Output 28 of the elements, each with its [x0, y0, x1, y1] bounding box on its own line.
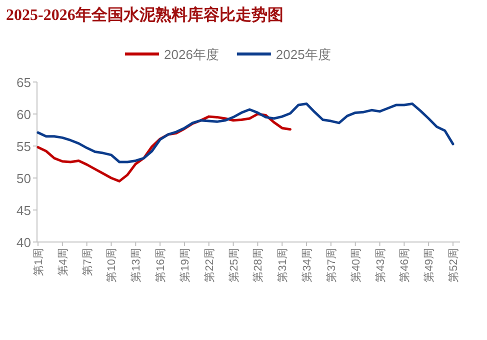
- y-tick-label: 45: [16, 203, 31, 218]
- x-tick-label: 第37周: [326, 248, 338, 282]
- x-tick-label: 第40周: [350, 248, 362, 282]
- x-tick-label: 第28周: [252, 248, 265, 282]
- x-tick-label: 第46周: [399, 248, 412, 282]
- x-tick-label: 第43周: [374, 248, 387, 282]
- x-tick-label: 第4周: [57, 248, 70, 276]
- y-tick-label: 60: [16, 107, 31, 122]
- y-tick-label: 65: [16, 75, 31, 90]
- x-tick-label: 第34周: [302, 248, 314, 282]
- x-tick-label: 第19周: [179, 248, 192, 282]
- x-tick-label: 第52周: [448, 248, 460, 282]
- x-tick-label: 第13周: [130, 248, 143, 282]
- chart-title: 2025-2026年全国水泥熟料库容比走势图: [6, 5, 284, 24]
- x-tick-label: 第7周: [82, 248, 94, 276]
- legend-label: 2026年度: [164, 47, 219, 62]
- legend-label: 2025年度: [276, 47, 331, 62]
- x-tick-label: 第31周: [277, 248, 290, 282]
- x-tick-label: 第22周: [204, 248, 216, 282]
- x-tick-label: 第1周: [33, 248, 45, 276]
- x-tick-label: 第10周: [106, 248, 118, 282]
- x-tick-label: 第16周: [155, 248, 168, 282]
- y-tick-label: 50: [16, 171, 31, 186]
- y-tick-label: 40: [16, 235, 31, 250]
- x-tick-label: 第49周: [424, 248, 436, 282]
- line-series: [36, 102, 454, 164]
- y-tick-label: 55: [16, 139, 31, 154]
- x-tick-label: 第25周: [228, 248, 240, 282]
